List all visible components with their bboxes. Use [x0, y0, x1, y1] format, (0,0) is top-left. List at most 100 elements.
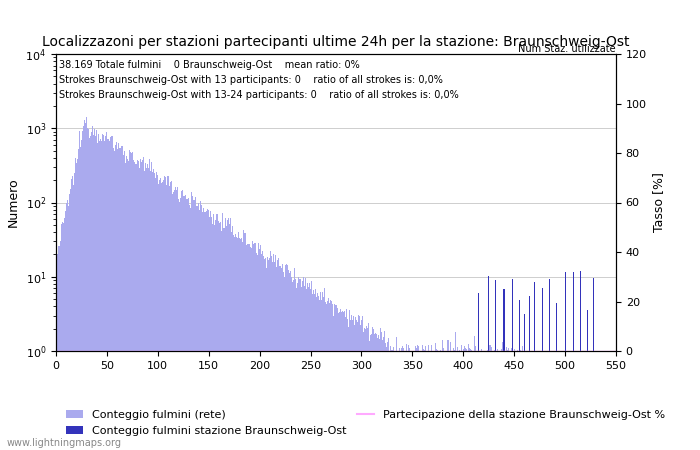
- Bar: [239, 238, 240, 450]
- Bar: [305, 278, 306, 450]
- Bar: [339, 312, 340, 450]
- Bar: [88, 129, 89, 450]
- Bar: [212, 224, 214, 450]
- Bar: [70, 189, 71, 450]
- Bar: [267, 256, 268, 450]
- Bar: [207, 209, 208, 450]
- Bar: [163, 180, 164, 450]
- Bar: [582, 414, 583, 450]
- Bar: [257, 255, 258, 450]
- Bar: [137, 160, 138, 450]
- Bar: [405, 351, 406, 450]
- Bar: [253, 244, 254, 450]
- Bar: [393, 351, 395, 450]
- Bar: [387, 342, 388, 450]
- Bar: [120, 146, 122, 450]
- Bar: [365, 329, 366, 450]
- Bar: [150, 171, 151, 450]
- Bar: [565, 272, 566, 450]
- Bar: [580, 271, 581, 450]
- Bar: [520, 350, 521, 450]
- Bar: [192, 196, 193, 450]
- Bar: [183, 196, 184, 450]
- Bar: [234, 234, 236, 450]
- Bar: [331, 301, 332, 450]
- Bar: [135, 164, 136, 450]
- Bar: [600, 429, 601, 450]
- Bar: [165, 177, 167, 450]
- Bar: [197, 206, 198, 450]
- Bar: [500, 351, 501, 450]
- Bar: [293, 279, 294, 450]
- Bar: [227, 220, 228, 450]
- Bar: [64, 211, 66, 450]
- Bar: [554, 364, 555, 450]
- Bar: [369, 341, 370, 450]
- Bar: [326, 304, 328, 450]
- Bar: [398, 348, 400, 450]
- Bar: [108, 139, 109, 450]
- Bar: [279, 266, 281, 450]
- Bar: [418, 346, 419, 450]
- Bar: [286, 265, 288, 450]
- Bar: [124, 151, 125, 450]
- Bar: [221, 231, 223, 450]
- Bar: [442, 341, 443, 450]
- Bar: [298, 277, 299, 450]
- Bar: [274, 262, 275, 450]
- Bar: [232, 235, 234, 450]
- Bar: [316, 297, 317, 450]
- Bar: [187, 199, 188, 450]
- Bar: [106, 132, 107, 450]
- Bar: [514, 351, 516, 450]
- Text: Strokes Braunschweig-Ost with 13-24 participants: 0    ratio of all strokes is: : Strokes Braunschweig-Ost with 13-24 part…: [59, 90, 459, 99]
- Bar: [125, 163, 126, 450]
- Bar: [313, 290, 314, 450]
- Bar: [200, 201, 201, 450]
- Bar: [99, 141, 100, 450]
- Bar: [167, 176, 169, 450]
- Bar: [211, 216, 212, 450]
- Bar: [156, 172, 158, 450]
- Bar: [73, 185, 74, 450]
- Bar: [465, 348, 466, 450]
- Bar: [444, 351, 445, 450]
- Bar: [604, 435, 606, 450]
- Bar: [205, 212, 206, 450]
- Bar: [314, 294, 315, 450]
- Bar: [142, 160, 143, 450]
- Bar: [425, 346, 426, 450]
- Bar: [528, 355, 529, 450]
- Bar: [499, 351, 500, 450]
- Bar: [578, 409, 579, 450]
- Bar: [449, 342, 451, 450]
- Bar: [508, 348, 509, 450]
- Bar: [391, 350, 393, 450]
- Bar: [265, 258, 266, 450]
- Bar: [397, 351, 398, 450]
- Bar: [93, 135, 95, 450]
- Bar: [198, 203, 199, 450]
- Bar: [92, 126, 93, 450]
- Bar: [368, 323, 369, 450]
- Bar: [570, 410, 572, 450]
- Bar: [218, 221, 219, 450]
- Bar: [492, 351, 493, 450]
- Bar: [467, 351, 468, 450]
- Bar: [199, 210, 200, 450]
- Bar: [422, 345, 423, 450]
- Bar: [245, 234, 246, 450]
- Bar: [309, 283, 310, 450]
- Bar: [79, 131, 80, 450]
- Bar: [533, 354, 534, 450]
- Bar: [237, 238, 238, 450]
- Bar: [228, 218, 229, 450]
- Bar: [468, 344, 469, 450]
- Bar: [243, 230, 244, 450]
- Bar: [524, 354, 525, 450]
- Bar: [354, 325, 355, 450]
- Bar: [469, 348, 470, 450]
- Bar: [244, 233, 245, 450]
- Bar: [590, 416, 591, 450]
- Bar: [178, 202, 180, 450]
